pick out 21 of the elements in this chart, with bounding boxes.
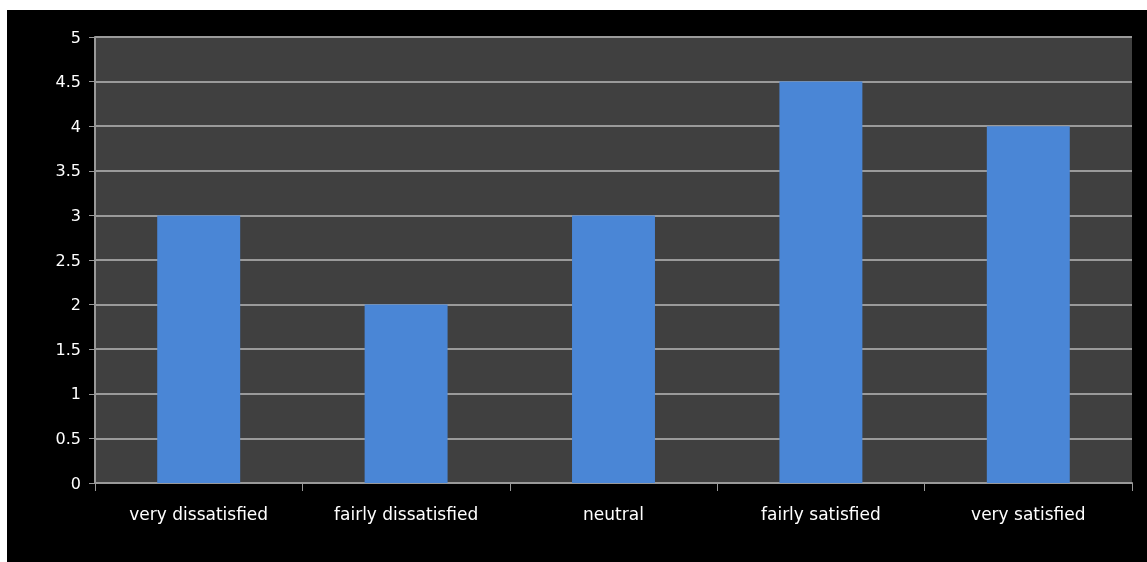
y-tick-label: 1.5 [55, 339, 81, 359]
x-tick-label: very dissatisfied [129, 503, 269, 524]
y-tick-label: 4 [70, 116, 81, 136]
y-tick-label: 4.5 [55, 72, 81, 92]
bar [364, 304, 448, 483]
x-tick-label: very satisfied [971, 503, 1086, 524]
x-tick-label: neutral [583, 503, 644, 524]
bar [157, 215, 241, 483]
y-tick-label: 2.5 [55, 250, 81, 270]
y-tick-label: 0 [70, 473, 81, 493]
y-tick-label: 1 [70, 384, 81, 404]
y-tick-label: 3.5 [55, 161, 81, 181]
y-tick-label: 5 [70, 27, 81, 47]
y-tick-label: 0.5 [55, 428, 81, 448]
x-tick-label: fairly satisfied [761, 503, 881, 524]
bar [779, 81, 863, 483]
bar [572, 215, 655, 483]
bar [986, 126, 1070, 483]
x-tick-label: fairly dissatisfied [334, 503, 479, 524]
y-tick-label: 3 [70, 205, 81, 225]
y-tick-label: 2 [70, 295, 81, 315]
